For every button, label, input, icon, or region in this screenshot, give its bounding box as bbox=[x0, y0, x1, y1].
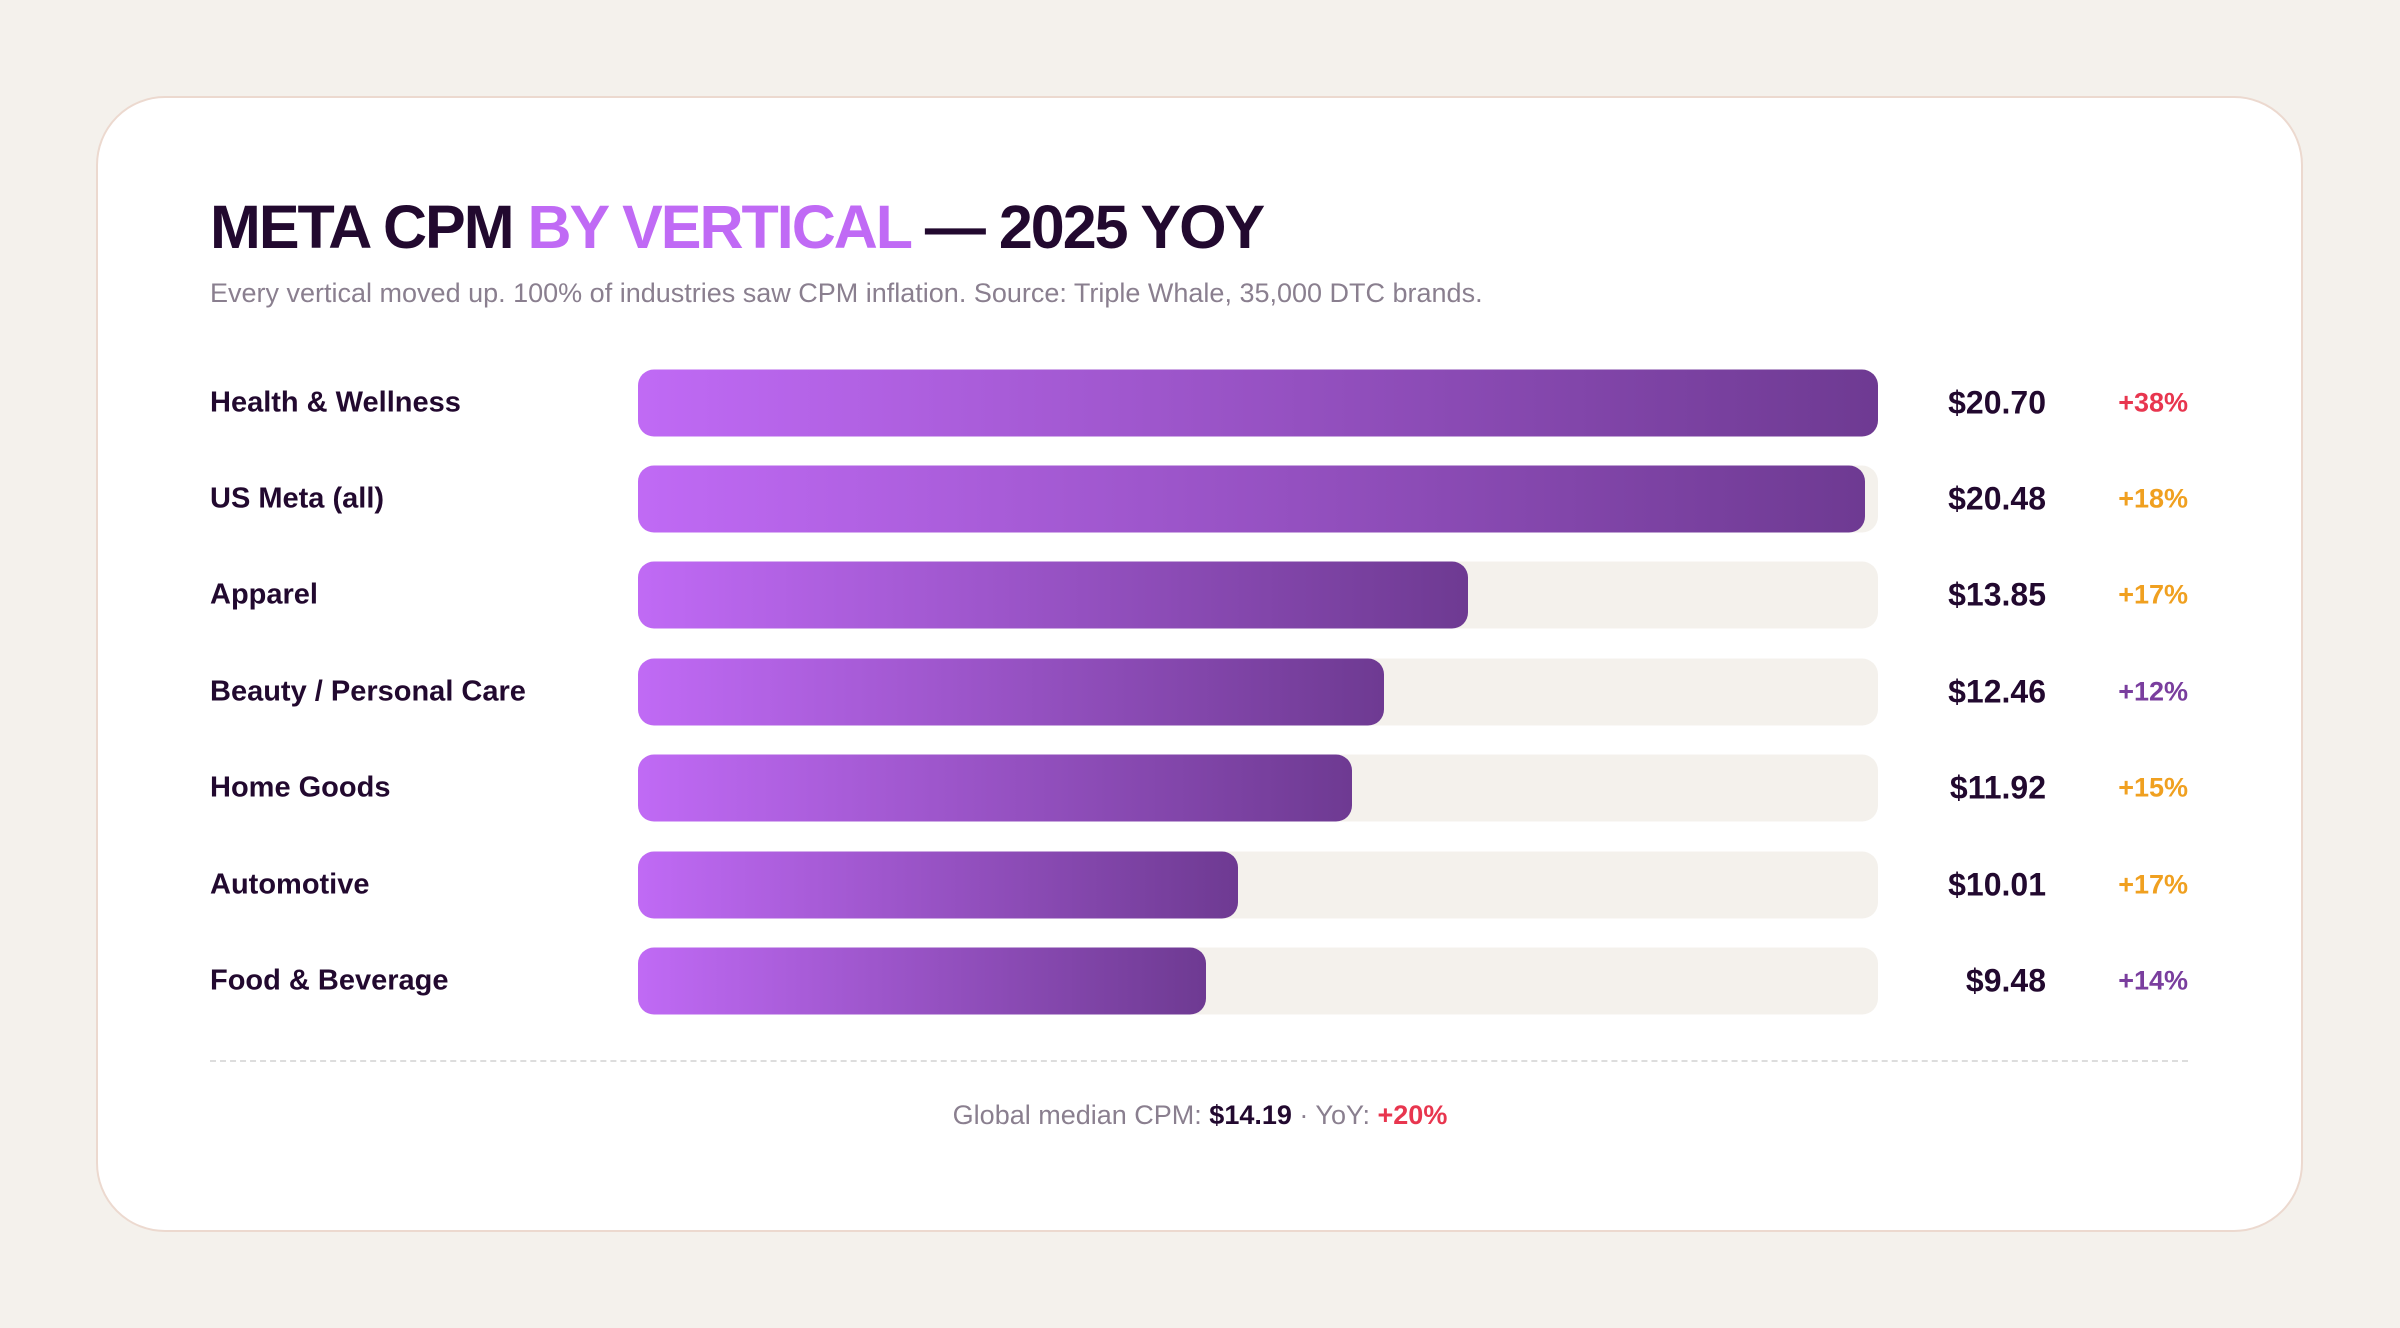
category-label: Health & Wellness bbox=[210, 386, 461, 418]
value-label: $9.48 bbox=[1965, 962, 2046, 999]
footer-yoy: +20% bbox=[1377, 1100, 1448, 1130]
bar-track bbox=[638, 369, 1878, 436]
chart-title: META CPM BY VERTICAL — 2025 YOY bbox=[210, 192, 1265, 262]
title-part: — 2025 YOY bbox=[924, 193, 1265, 261]
bar-track bbox=[638, 561, 1878, 629]
bar-track bbox=[638, 851, 1878, 918]
bar-track bbox=[638, 465, 1878, 533]
title-highlight: BY VERTICAL bbox=[527, 193, 911, 261]
category-label: Beauty / Personal Care bbox=[210, 675, 526, 708]
change-label: +17% bbox=[2118, 579, 2188, 610]
change-label: +12% bbox=[2118, 676, 2188, 707]
value-label: $20.48 bbox=[1948, 480, 2046, 517]
bar bbox=[638, 754, 1353, 822]
category-label: Home Goods bbox=[210, 771, 391, 804]
footer-label: YoY: bbox=[1315, 1100, 1370, 1130]
footer-label: Global median CPM: bbox=[952, 1100, 1202, 1130]
value-label: $11.92 bbox=[1949, 769, 2046, 806]
category-label: Automotive bbox=[210, 868, 370, 900]
title-part: META CPM bbox=[210, 193, 515, 261]
bar bbox=[638, 658, 1385, 726]
bar-track bbox=[638, 947, 1878, 1015]
bar bbox=[638, 851, 1238, 918]
change-label: +38% bbox=[2118, 387, 2188, 417]
bar-track bbox=[638, 754, 1878, 822]
footer: Global median CPM: $14.19 · YoY: +20% bbox=[0, 1100, 2400, 1131]
value-label: $20.70 bbox=[1948, 384, 2046, 420]
bar bbox=[638, 561, 1468, 629]
bar bbox=[638, 465, 1865, 533]
bar-track bbox=[638, 658, 1878, 726]
footer-median: $14.19 bbox=[1209, 1100, 1292, 1130]
category-label: US Meta (all) bbox=[210, 482, 385, 515]
value-label: $10.01 bbox=[1948, 866, 2046, 902]
change-label: +15% bbox=[2118, 772, 2188, 803]
value-label: $13.85 bbox=[1948, 576, 2046, 613]
change-label: +14% bbox=[2118, 965, 2188, 996]
change-label: +17% bbox=[2118, 869, 2188, 899]
subtitle: Every vertical moved up. 100% of industr… bbox=[210, 278, 1483, 308]
bar bbox=[638, 369, 1878, 436]
bar bbox=[638, 947, 1206, 1015]
category-label: Apparel bbox=[210, 578, 318, 611]
footer-separator: · bbox=[1299, 1100, 1309, 1130]
divider bbox=[210, 1060, 2188, 1062]
value-label: $12.46 bbox=[1948, 673, 2046, 710]
change-label: +18% bbox=[2118, 483, 2188, 514]
category-label: Food & Beverage bbox=[210, 964, 449, 997]
